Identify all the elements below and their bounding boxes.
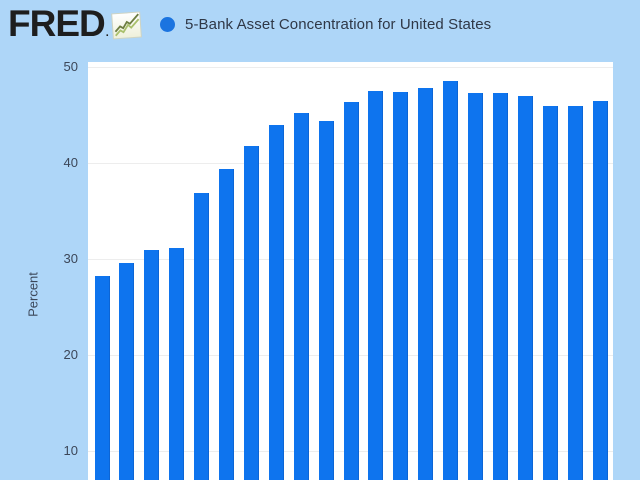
gridline [88,67,613,68]
bar[interactable] [393,91,409,480]
bar[interactable] [542,106,558,480]
y-axis-tick-labels: 10 20 30 40 50 [0,0,78,480]
series-title: 5-Bank Asset Concentration for United St… [185,16,492,33]
series-color-dot [160,17,175,32]
bar[interactable] [492,92,508,480]
bar[interactable] [268,124,284,480]
y-tick-label: 50 [63,59,78,74]
y-tick-label: 20 [63,347,78,362]
bar[interactable] [119,262,135,480]
bar[interactable] [169,248,185,480]
bar[interactable] [194,192,210,480]
fred-logo-chart-icon [110,11,142,40]
bar[interactable] [144,250,160,480]
bar[interactable] [293,113,309,480]
bar[interactable] [443,81,459,480]
fred-logo-text: FRED [8,3,106,44]
bar[interactable] [517,95,533,480]
y-tick-label: 30 [63,251,78,266]
fred-logo-registered-mark: . [105,27,109,39]
fred-logo[interactable]: FRED. [8,3,142,44]
bar[interactable] [368,91,384,480]
y-tick-label: 10 [63,443,78,458]
bar[interactable] [318,120,334,480]
y-tick-label: 40 [63,155,78,170]
bar[interactable] [243,145,259,480]
series-legend: 5-Bank Asset Concentration for United St… [160,16,491,33]
bar[interactable] [343,101,359,480]
bar[interactable] [567,106,583,480]
bar[interactable] [94,276,110,480]
chart-header: FRED. 5-Bank Asset Concentration for Uni… [0,0,640,62]
bar[interactable] [219,168,234,480]
bar[interactable] [592,100,608,480]
bar[interactable] [468,92,483,480]
plot-area[interactable] [88,62,613,480]
bar[interactable] [418,88,434,480]
